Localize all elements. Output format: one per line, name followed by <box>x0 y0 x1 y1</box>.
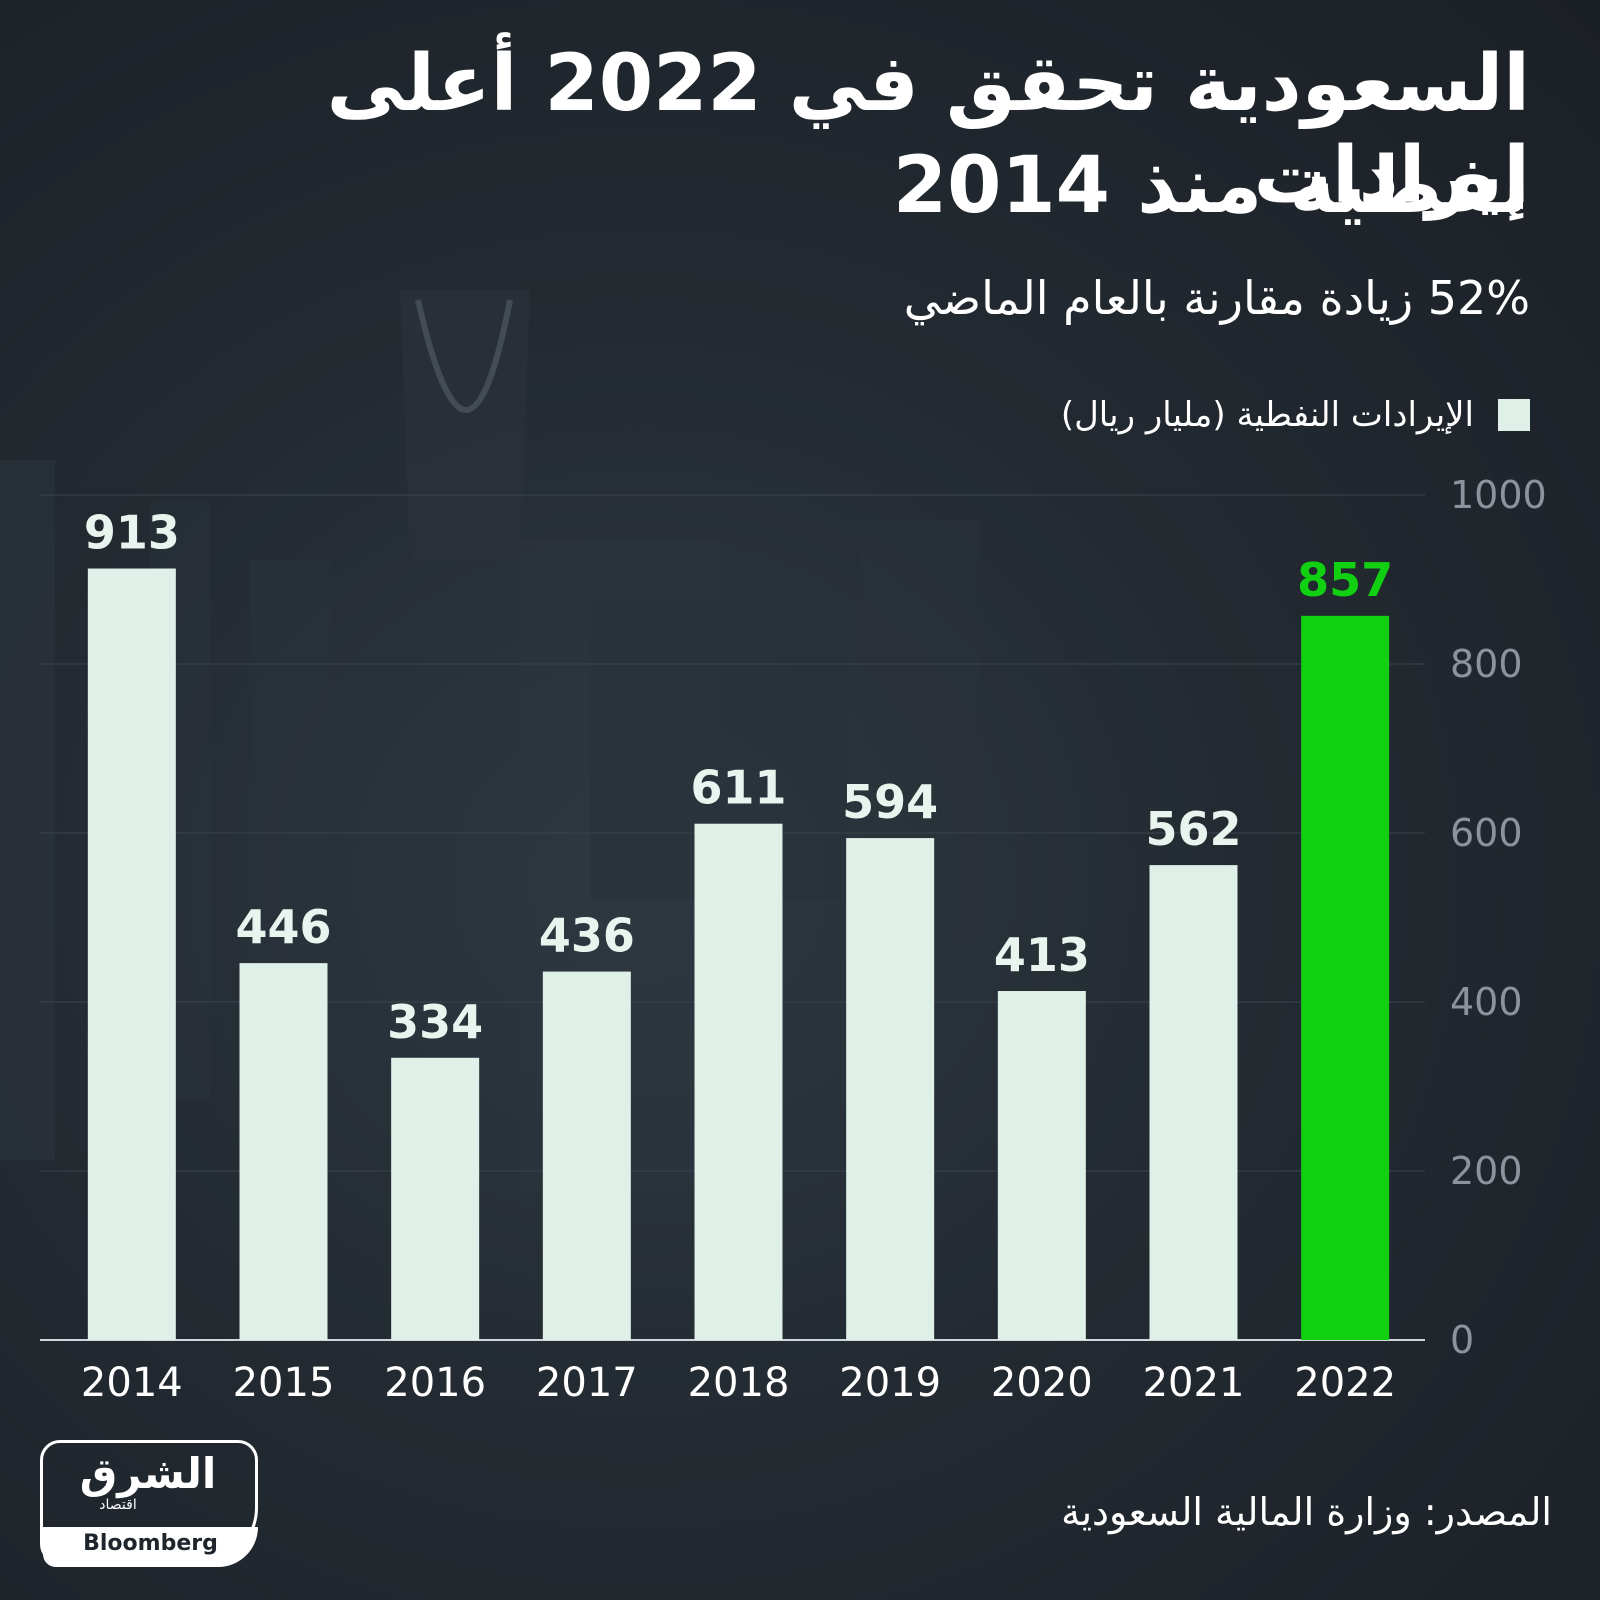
data-label: 334 <box>387 995 483 1049</box>
x-tick-label: 2019 <box>839 1360 941 1406</box>
data-label: 611 <box>690 761 786 815</box>
logo-bloomberg-text: Bloomberg <box>83 1531 218 1556</box>
logo-with-text: مع <box>183 1521 196 1535</box>
y-tick-label: 400 <box>1450 980 1523 1024</box>
bar <box>846 838 935 1340</box>
bar <box>997 991 1086 1340</box>
asharq-bloomberg-logo: الشرق اقتصاد مع Bloomberg <box>40 1440 258 1567</box>
legend-label: الإيرادات النفطية (مليار ريال) <box>1060 395 1474 435</box>
source-note: المصدر: وزارة المالية السعودية <box>1061 1490 1552 1534</box>
bar <box>542 971 631 1340</box>
x-tick-label: 2018 <box>688 1360 790 1406</box>
bar <box>87 568 176 1340</box>
bar <box>239 963 328 1340</box>
bar <box>1149 865 1238 1340</box>
y-tick-label: 800 <box>1450 642 1523 686</box>
x-tick-label: 2017 <box>536 1360 638 1406</box>
bar <box>391 1057 480 1340</box>
data-label: 857 <box>1297 553 1393 607</box>
data-label: 436 <box>539 909 635 963</box>
legend: الإيرادات النفطية (مليار ريال) <box>1061 390 1530 440</box>
bar <box>1301 615 1390 1340</box>
y-tick-label: 200 <box>1450 1149 1523 1193</box>
data-label: 562 <box>1145 802 1241 856</box>
y-tick-label: 600 <box>1450 811 1523 855</box>
x-tick-label: 2020 <box>991 1360 1093 1406</box>
x-tick-label: 2021 <box>1143 1360 1245 1406</box>
logo-sub-text: اقتصاد <box>99 1497 137 1513</box>
y-tick-label: 1000 <box>1450 473 1547 517</box>
data-label: 413 <box>994 928 1090 982</box>
subtitle: 52% زيادة مقارنة بالعام الماضي <box>903 271 1530 325</box>
bar <box>694 823 783 1340</box>
title-line-2: نفطية منذ 2014 <box>892 141 1530 231</box>
legend-swatch <box>1498 399 1530 431</box>
logo-arabic-text: الشرق <box>79 1449 217 1498</box>
x-tick-label: 2014 <box>81 1360 183 1406</box>
x-tick-label: 2015 <box>233 1360 335 1406</box>
y-tick-label: 0 <box>1450 1318 1474 1362</box>
logo-band <box>43 1527 258 1567</box>
data-label: 913 <box>84 506 180 560</box>
bar-chart: 0 200 400 600 800 1000 913 2014 446 2015 334 2016 43… <box>40 473 1547 1406</box>
title-line-1: السعودية تحقق في 2022 أعلى إيرادات <box>326 39 1530 221</box>
x-tick-label: 2016 <box>384 1360 486 1406</box>
x-tick-label: 2022 <box>1294 1360 1396 1406</box>
data-label: 446 <box>235 900 331 954</box>
data-label: 594 <box>842 775 938 829</box>
